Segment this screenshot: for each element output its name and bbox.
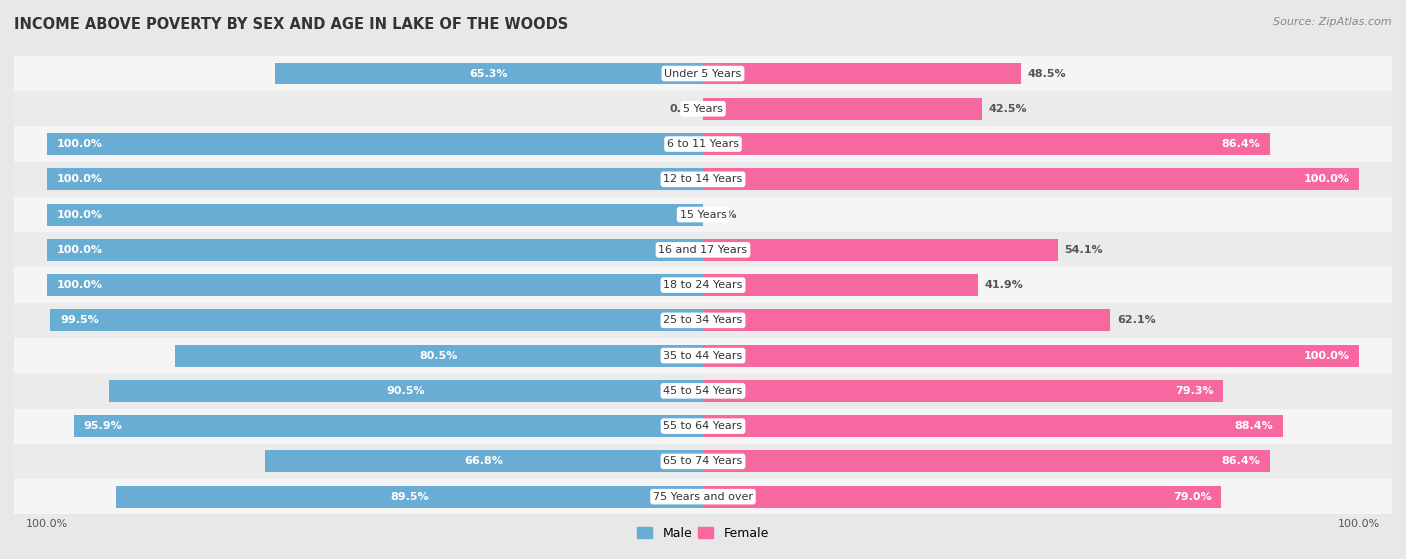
Bar [14,126,1392,162]
Text: 100.0%: 100.0% [56,139,103,149]
Text: 6 to 11 Years: 6 to 11 Years [666,139,740,149]
Bar [14,56,1392,91]
Text: 100.0%: 100.0% [56,174,103,184]
Bar [703,486,1222,508]
Text: 88.4%: 88.4% [1234,421,1274,431]
Text: 45 to 54 Years: 45 to 54 Years [664,386,742,396]
Text: 12 to 14 Years: 12 to 14 Years [664,174,742,184]
Text: 18 to 24 Years: 18 to 24 Years [664,280,742,290]
Bar [703,415,1284,437]
Bar [703,239,1057,260]
Bar [14,479,1392,514]
Text: 100.0%: 100.0% [1303,174,1350,184]
Text: 89.5%: 89.5% [389,492,429,501]
Bar [703,168,1360,190]
Bar [14,303,1392,338]
Text: 0.0%: 0.0% [669,104,700,114]
Bar [115,486,703,508]
Bar [14,444,1392,479]
Bar [46,133,703,155]
Text: 86.4%: 86.4% [1222,139,1260,149]
Text: 79.3%: 79.3% [1175,386,1213,396]
Text: 48.5%: 48.5% [1028,69,1066,78]
Bar [46,239,703,260]
Text: 100.0%: 100.0% [56,280,103,290]
Text: Under 5 Years: Under 5 Years [665,69,741,78]
Bar [14,232,1392,267]
Bar [703,98,981,120]
Text: 65.3%: 65.3% [470,69,508,78]
Text: 25 to 34 Years: 25 to 34 Years [664,315,742,325]
Bar [14,373,1392,409]
Bar [703,345,1360,367]
Bar [110,380,703,402]
Text: 65 to 74 Years: 65 to 74 Years [664,456,742,466]
Bar [46,203,703,225]
Bar [14,197,1392,232]
Legend: Male, Female: Male, Female [633,522,773,544]
Text: 86.4%: 86.4% [1222,456,1260,466]
Bar [703,133,1270,155]
Text: 66.8%: 66.8% [464,456,503,466]
Text: 54.1%: 54.1% [1064,245,1104,255]
Bar [73,415,703,437]
Text: 62.1%: 62.1% [1116,315,1156,325]
Bar [14,162,1392,197]
Bar [264,451,703,472]
Text: 99.5%: 99.5% [60,315,98,325]
Text: 79.0%: 79.0% [1173,492,1212,501]
Bar [14,409,1392,444]
Bar [174,345,703,367]
Text: 0.0%: 0.0% [706,210,737,220]
Bar [46,274,703,296]
Bar [14,338,1392,373]
Bar [274,63,703,84]
Text: 100.0%: 100.0% [56,245,103,255]
Bar [51,310,703,331]
Text: 55 to 64 Years: 55 to 64 Years [664,421,742,431]
Bar [703,63,1021,84]
Bar [14,91,1392,126]
Text: 95.9%: 95.9% [83,421,122,431]
Bar [14,267,1392,303]
Bar [703,310,1111,331]
Bar [703,380,1223,402]
Text: 41.9%: 41.9% [984,280,1024,290]
Text: 16 and 17 Years: 16 and 17 Years [658,245,748,255]
Text: Source: ZipAtlas.com: Source: ZipAtlas.com [1274,17,1392,27]
Text: 5 Years: 5 Years [683,104,723,114]
Bar [703,451,1270,472]
Text: 35 to 44 Years: 35 to 44 Years [664,350,742,361]
Text: 80.5%: 80.5% [420,350,458,361]
Text: 90.5%: 90.5% [387,386,426,396]
Bar [46,168,703,190]
Text: 15 Years: 15 Years [679,210,727,220]
Text: 100.0%: 100.0% [56,210,103,220]
Text: 100.0%: 100.0% [1303,350,1350,361]
Text: 42.5%: 42.5% [988,104,1026,114]
Text: INCOME ABOVE POVERTY BY SEX AND AGE IN LAKE OF THE WOODS: INCOME ABOVE POVERTY BY SEX AND AGE IN L… [14,17,568,32]
Text: 75 Years and over: 75 Years and over [652,492,754,501]
Bar [703,274,979,296]
